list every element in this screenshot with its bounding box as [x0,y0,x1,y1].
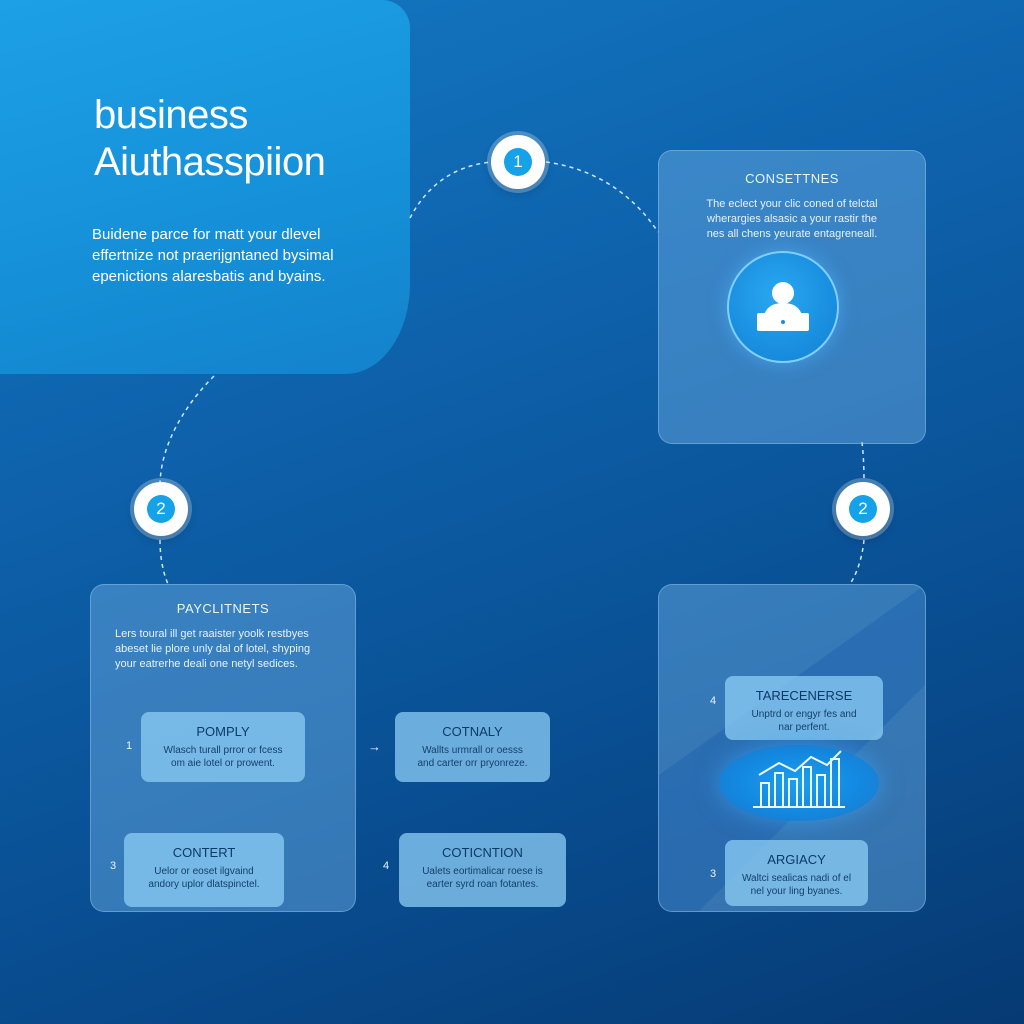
hero-panel: business Aiuthasspiion Buidene parce for… [0,0,410,374]
card-contert: CONTERT Uelor or eoset ilgvaind andory u… [124,833,284,907]
panel-desc-line: wherargies alsasic a your rastir the [707,213,877,225]
connector-step2-to-panel [159,539,169,585]
card-desc-line: Unptrd or engyr fes and [751,709,857,720]
card-title: COTNALY [442,724,503,739]
card-number: 1 [126,740,133,752]
step-number: 1 [504,148,532,176]
card-title: POMPLY [196,724,250,739]
card-description: Ualets eortimalicar roese is earter syrd… [399,865,566,891]
hero-title-line2: Aiuthasspiion [94,140,326,185]
connector-step1-to-panel [545,161,659,233]
panel-title: CONSETTNES [745,171,839,186]
hero-description: Buidene parce for matt your dlevel effer… [92,224,392,287]
hero-desc-line: epenictions alaresbatis and byains. [92,268,326,285]
connector-panel-to-step2b [861,441,865,487]
card-title: CONTERT [172,845,236,860]
card-desc-line: Uelor or eoset ilgvaind [154,866,254,877]
card-desc-line: nel your ling byanes. [750,886,843,897]
card-tarecenerse: TARECENERSE Unptrd or engyr fes and nar … [725,676,883,740]
card-desc-line: Waltci sealicas nadi of el [741,873,852,884]
bar-chart-icon [719,745,879,821]
connector-hero-to-step1 [409,161,493,219]
panel-description: The eclect your clic coned of telctal wh… [659,197,925,242]
step-number: 2 [147,495,175,523]
card-desc-line: earter syrd roan fotantes. [426,879,539,890]
panel-desc-line: your eatrerhe deali one netyl sedices. [115,658,298,670]
card-desc-line: Wlasch turall prror or fcess [163,745,283,756]
card-desc-line: Wallts urmrall or oesss [422,745,523,756]
card-argiacy: ARGIACY Waltci sealicas nadi of el nel y… [725,840,868,906]
card-title: ARGIACY [767,852,826,867]
card-desc-line: and carter orr pryonreze. [417,758,528,769]
card-desc-line: andory uplor dlatspinctel. [148,879,260,890]
user-at-laptop-icon [727,251,839,363]
panel-description: Lers toural ill get raaister yoolk restb… [115,627,310,672]
panel-desc-line: abeset lie plore unly dal of lotel, shyp… [115,643,311,655]
card-title: TARECENERSE [755,688,853,703]
card-description: Unptrd or engyr fes and nar perfent. [725,708,883,734]
arrow-right-icon: → [368,739,381,754]
card-cotnaly: COTNALY Wallts urmrall or oesss and cart… [395,712,550,782]
card-pomply: POMPLY Wlasch turall prror or fcess om a… [141,712,305,782]
card-description: Wlasch turall prror or fcess om aie lote… [141,744,305,770]
hero-title: business Aiuthasspiion [94,92,326,186]
card-description: Waltci sealicas nadi of el nel your ling… [725,872,868,898]
step-badge-1: 1 [491,135,545,189]
card-title: COTICNTION [442,845,523,860]
panel-desc-line: Lers toural ill get raaister yoolk restb… [115,628,309,640]
card-coticntion: COTICNTION Ualets eortimalicar roese is … [399,833,566,907]
card-number: 3 [110,860,117,872]
card-description: Wallts urmrall or oesss and carter orr p… [395,744,550,770]
card-description: Uelor or eoset ilgvaind andory uplor dla… [124,865,284,891]
card-desc-line: Ualets eortimalicar roese is [422,866,543,877]
card-desc-line: nar perfent. [778,722,830,733]
hero-desc-line: Buidene parce for matt your dlevel [92,226,321,243]
panel-desc-line: The eclect your clic coned of telctal [706,198,878,210]
step-number: 2 [849,495,877,523]
card-desc-line: om aie lotel or prowent. [171,758,275,769]
step-badge-2b: 2 [836,482,890,536]
card-number: 4 [710,695,717,707]
connector-hero-to-step2 [159,375,215,487]
panel-title: PAYCLITNETS [176,601,270,616]
panel-consettnes: CONSETTNES The eclect your clic coned of… [658,150,926,444]
hero-desc-line: effertnize not praerijgntaned bysimal [92,247,334,264]
card-number: 4 [383,860,390,872]
panel-desc-line: nes all chens yeurate entagreneall. [706,228,878,240]
step-badge-2: 2 [134,482,188,536]
card-number: 3 [710,868,717,880]
hero-title-line1: business [94,93,248,137]
connector-step2b-to-panel [849,539,865,585]
